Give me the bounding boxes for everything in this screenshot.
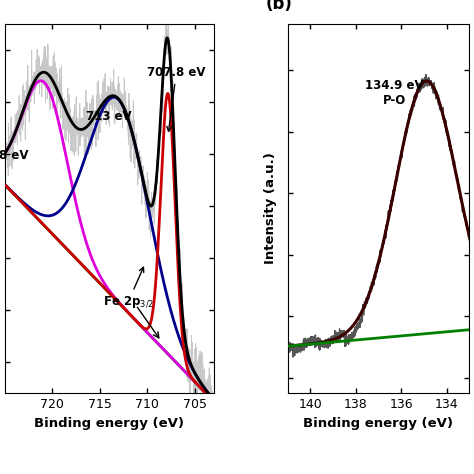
- Text: (b): (b): [265, 0, 292, 13]
- X-axis label: Binding energy (eV): Binding energy (eV): [303, 417, 454, 430]
- Text: 707.8 eV: 707.8 eV: [147, 66, 206, 131]
- Text: Fe 2p$_{3/2}$: Fe 2p$_{3/2}$: [103, 267, 154, 310]
- Y-axis label: Intensity (a.u.): Intensity (a.u.): [264, 153, 277, 264]
- Text: 134.9 eV
P-O: 134.9 eV P-O: [365, 79, 424, 107]
- X-axis label: Binding energy (eV): Binding energy (eV): [34, 417, 184, 430]
- Text: 720.8 eV: 720.8 eV: [0, 149, 28, 162]
- Text: 713 eV: 713 eV: [86, 110, 132, 123]
